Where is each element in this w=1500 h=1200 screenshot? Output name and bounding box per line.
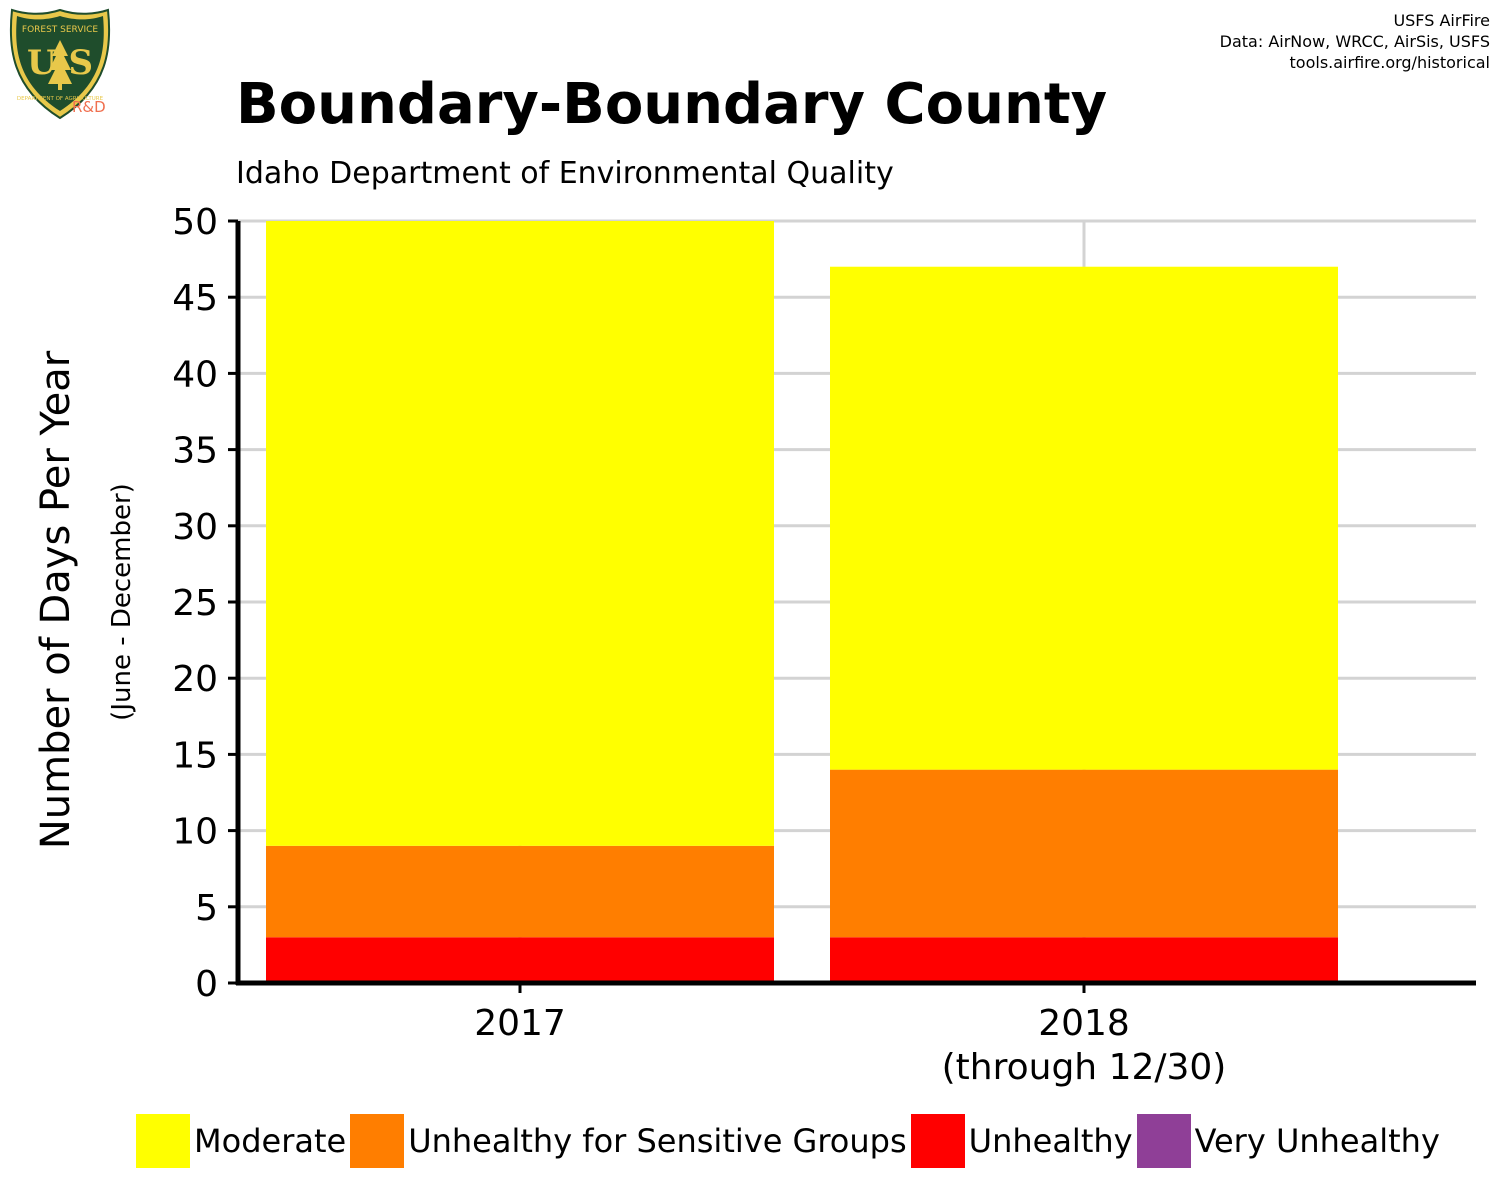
bar-segment [830, 937, 1338, 983]
logo-text-top: FOREST SERVICE [22, 25, 99, 35]
legend-swatch [350, 1114, 405, 1168]
bar-segment [266, 845, 774, 938]
bar-segment [266, 937, 774, 983]
y-tick-label: 5 [195, 888, 218, 929]
credit-line: tools.airfire.org/historical [1289, 53, 1490, 72]
x-tick-label: 2018 (through 12/30) [942, 1003, 1227, 1088]
credit-line: USFS AirFire [1393, 11, 1490, 30]
legend-item-usg: Unhealthy for Sensitive Groups [350, 1114, 907, 1168]
legend-label: Very Unhealthy [1194, 1122, 1440, 1160]
bar-segment [830, 266, 1338, 770]
y-tick-label: 40 [172, 354, 218, 395]
bar-segment [830, 769, 1338, 938]
y-tick-label: 30 [172, 507, 218, 548]
forest-service-shield-icon: FOREST SERVICE U S DEPARTMENT OF AGRICUL… [9, 8, 111, 120]
bar-segment [266, 221, 774, 846]
y-tick-label: 20 [172, 659, 218, 700]
legend-swatch [136, 1114, 190, 1168]
legend-item-very-unhealthy: Very Unhealthy [1136, 1114, 1440, 1168]
y-tick-label: 25 [172, 583, 218, 624]
legend-item-moderate: Moderate [136, 1114, 346, 1168]
y-tick-label: 10 [172, 812, 218, 853]
y-tick-label: 15 [172, 735, 218, 776]
y-tick-label: 35 [172, 431, 218, 472]
chart-title: Boundary-Boundary County [236, 72, 1108, 137]
legend: Moderate Unhealthy for Sensitive Groups … [136, 1114, 1444, 1168]
y-tick-label: 50 [172, 202, 218, 243]
legend-label: Unhealthy [968, 1122, 1133, 1160]
credit-line: Data: AirNow, WRCC, AirSis, USFS [1219, 32, 1490, 51]
legend-label: Moderate [194, 1122, 347, 1160]
logo-rd-label: R&D [72, 98, 106, 116]
y-tick-label: 45 [172, 278, 218, 319]
credits: USFS AirFire Data: AirNow, WRCC, AirSis,… [1220, 10, 1490, 73]
legend-label: Unhealthy for Sensitive Groups [408, 1122, 907, 1160]
logo-text-bottom: DEPARTMENT OF AGRICULTURE [17, 96, 104, 102]
x-tick-label: 2017 [474, 1003, 566, 1044]
legend-item-unhealthy: Unhealthy [910, 1114, 1133, 1168]
chart-subtitle: Idaho Department of Environmental Qualit… [236, 156, 894, 191]
legend-swatch [910, 1114, 965, 1168]
legend-swatch [1136, 1114, 1191, 1168]
y-tick-label: 0 [195, 964, 218, 1005]
